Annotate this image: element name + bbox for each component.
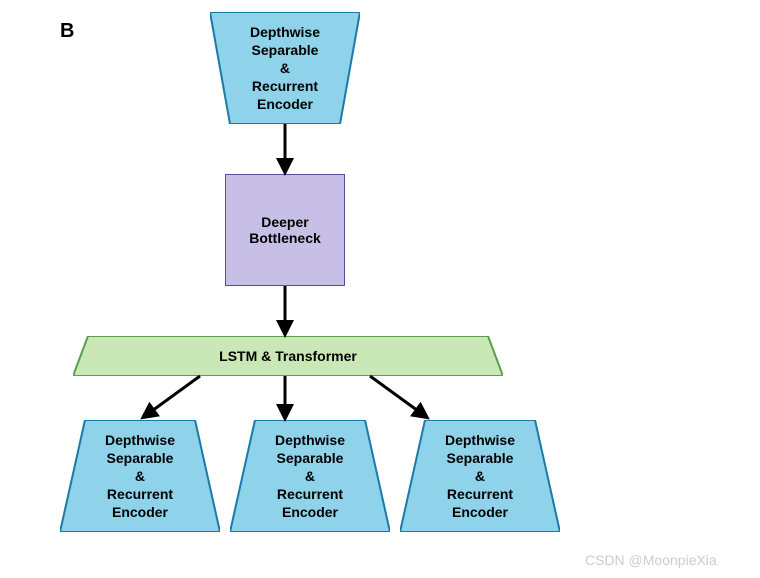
- arrow: [145, 376, 200, 416]
- arrow: [370, 376, 425, 416]
- arrows-layer: [0, 0, 760, 578]
